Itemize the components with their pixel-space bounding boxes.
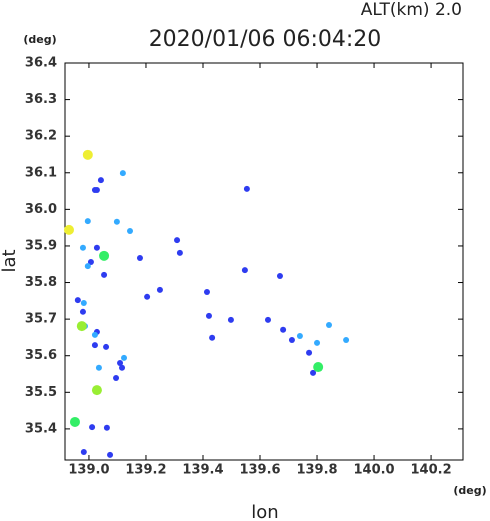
y-tick-label: 36.4 [25,56,57,71]
echo-point [91,385,102,396]
y-tick-label: 35.4 [25,421,57,436]
echo-point [264,316,271,323]
x-tick-label: 139.0 [68,463,109,478]
echo-point [97,177,104,184]
echo-point [91,331,98,338]
echo-point [326,321,333,328]
altitude-label: ALT(km) 2.0 [361,0,462,20]
echo-point [93,244,100,251]
x-unit: (deg) [453,484,486,497]
y-tick-label: 35.6 [25,348,57,363]
echo-point [95,364,102,371]
echo-point [84,263,91,270]
y-tick-label: 36.1 [25,165,57,180]
echo-point [80,448,87,455]
x-tick-label: 139.6 [239,463,280,478]
echo-point [76,321,87,332]
echo-point [205,312,212,319]
echo-point [91,342,98,349]
echo-point [69,416,80,427]
echo-point [79,244,86,251]
y-axis-label: lat [0,249,20,272]
echo-point [203,289,210,296]
echo-point [227,316,234,323]
echo-point [91,186,98,193]
echo-point [89,424,96,431]
echo-point [243,185,250,192]
echo-point [314,339,321,346]
echo-point [74,297,81,304]
y-tick-label: 36.0 [25,202,57,217]
echo-point [113,375,120,382]
echo-point [119,364,126,371]
x-axis-label: lon [251,502,278,521]
y-unit: (deg) [23,33,56,46]
echo-point [84,218,91,225]
echo-point [209,334,216,341]
echo-point [127,227,134,234]
y-tick-label: 36.2 [25,129,57,144]
y-tick-label: 35.8 [25,275,57,290]
x-tick-label: 139.8 [296,463,337,478]
echo-point [113,218,120,225]
chart-title: 2020/01/06 06:04:20 [149,27,382,52]
y-tick-label: 35.5 [25,385,57,400]
echo-point [107,451,114,458]
x-tick-label: 140.0 [353,463,394,478]
x-tick-label: 139.2 [125,463,166,478]
echo-point [156,286,163,293]
echo-point [82,149,93,160]
x-tick-label: 139.4 [182,463,223,478]
echo-point [63,224,74,235]
echo-point [136,255,143,262]
x-tick-label: 140.2 [411,463,452,478]
echo-point [117,360,124,367]
echo-point [103,424,110,431]
echo-point [276,272,283,279]
echo-point [80,300,87,307]
echo-point [343,336,350,343]
y-tick-label: 36.3 [25,92,57,107]
echo-point [288,336,295,343]
echo-point [176,249,183,256]
echo-point [174,237,181,244]
echo-point [280,326,287,333]
echo-point [87,259,94,266]
echo-point [313,362,324,373]
echo-point [99,250,110,261]
echo-point [103,343,110,350]
echo-point [241,267,248,274]
echo-point [119,170,126,177]
echo-point [310,369,317,376]
echo-point [101,271,108,278]
echo-point [79,308,86,315]
echo-point [296,332,303,339]
echo-point [306,349,313,356]
y-tick-label: 35.7 [25,312,57,327]
plot-frame [64,62,464,461]
echo-point [144,293,151,300]
echo-point [121,354,128,361]
y-tick-label: 35.9 [25,238,57,253]
